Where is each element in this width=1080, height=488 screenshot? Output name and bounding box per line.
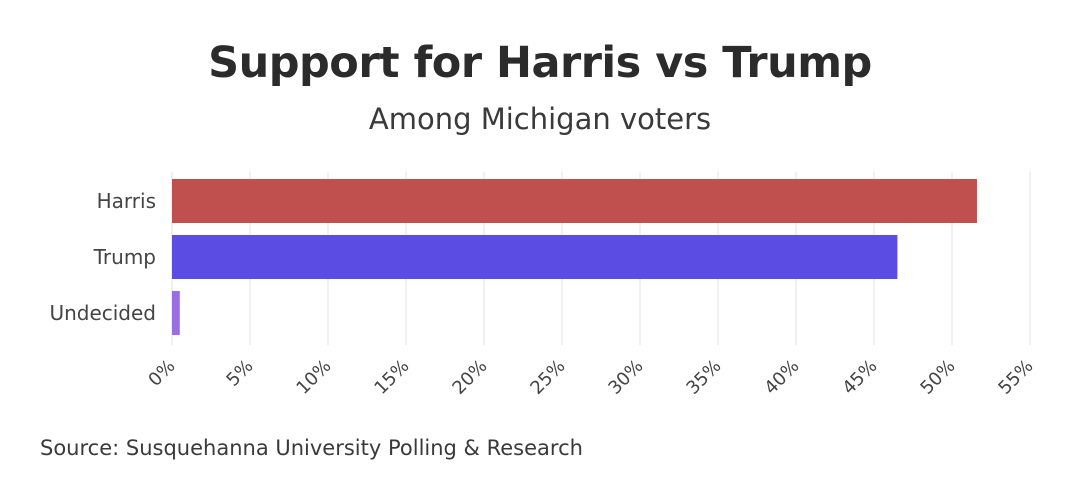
x-tick-label: 10% — [292, 356, 335, 399]
x-tick-label: 5% — [222, 356, 257, 391]
x-tick-label: 40% — [760, 356, 803, 399]
bar-chart: Harris Trump Undecided 0% 5% 10% 15% 20% 25% 30%… — [49, 172, 1038, 399]
category-labels: Harris Trump Undecided — [49, 189, 156, 325]
category-label-undecided: Undecided — [49, 301, 156, 325]
bar-harris — [172, 179, 977, 223]
category-label-trump: Trump — [93, 245, 156, 269]
category-label-harris: Harris — [97, 189, 156, 213]
x-tick-label: 50% — [916, 356, 959, 399]
x-tick-labels: 0% 5% 10% 15% 20% 25% 30% 35% 40% 45% 50% 55% — [144, 356, 1037, 399]
x-tick-label: 25% — [526, 356, 569, 399]
bar-trump — [172, 235, 898, 279]
bar-undecided — [172, 291, 180, 335]
chart-subtitle: Among Michigan voters — [368, 102, 712, 136]
chart-title: Support for Harris vs Trump — [208, 38, 872, 88]
bars — [172, 179, 977, 335]
x-tick-label: 35% — [682, 356, 725, 399]
x-tick-label: 30% — [604, 356, 647, 399]
x-tick-label: 0% — [144, 356, 179, 391]
x-tick-label: 45% — [838, 356, 881, 399]
x-tick-label: 55% — [994, 356, 1037, 399]
x-tick-label: 15% — [370, 356, 413, 399]
source-note: Source: Susquehanna University Polling &… — [40, 436, 583, 460]
x-tick-label: 20% — [448, 356, 491, 399]
